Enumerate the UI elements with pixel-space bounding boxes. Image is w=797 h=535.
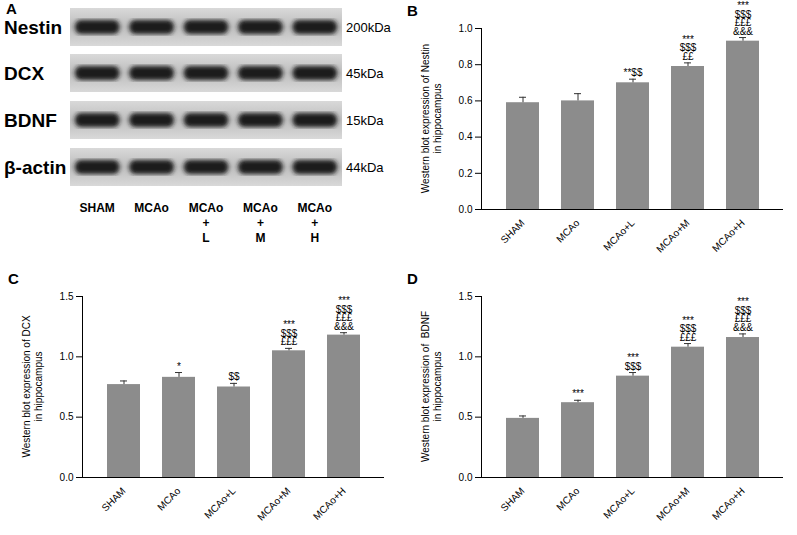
- svg-text:1.0: 1.0: [459, 351, 473, 362]
- svg-text:200kDa: 200kDa: [346, 20, 392, 35]
- svg-text:0.4: 0.4: [459, 131, 473, 142]
- svg-text:$$: $$: [228, 371, 240, 382]
- svg-text:0.5: 0.5: [459, 411, 473, 422]
- svg-text:SHAM: SHAM: [498, 217, 526, 245]
- svg-text:1.0: 1.0: [459, 23, 473, 34]
- svg-text:MCAo+M: MCAo+M: [243, 201, 278, 245]
- svg-text:A: A: [6, 0, 17, 17]
- svg-text:DCX: DCX: [4, 63, 44, 84]
- svg-text:1.5: 1.5: [459, 291, 473, 302]
- svg-text:MCAo+M: MCAo+M: [255, 485, 292, 522]
- svg-text:***$$$££: ***$$$££: [680, 34, 697, 62]
- svg-text:44kDa: 44kDa: [346, 160, 384, 175]
- svg-text:***$$$£££: ***$$$£££: [680, 315, 697, 343]
- svg-text:BDNF: BDNF: [4, 110, 57, 131]
- svg-text:Western blot expression of Nes: Western blot expression of Nestinin hipp…: [420, 44, 443, 193]
- svg-text:SHAM: SHAM: [498, 485, 526, 513]
- svg-text:Nestin: Nestin: [4, 17, 62, 38]
- svg-text:0.6: 0.6: [459, 95, 473, 106]
- svg-text:***$$$£££&&&: ***$$$£££&&&: [334, 295, 354, 332]
- html-text:C: C: [8, 270, 19, 287]
- html-text:D: D: [407, 270, 418, 287]
- svg-text:15kDa: 15kDa: [346, 113, 384, 128]
- svg-text:MCAo+H: MCAo+H: [297, 201, 332, 245]
- svg-text:1.5: 1.5: [60, 291, 74, 302]
- svg-text:0.0: 0.0: [459, 204, 473, 215]
- html-text:B: B: [407, 2, 418, 19]
- svg-text:MCAo+L: MCAo+L: [601, 485, 637, 521]
- svg-text:SHAM: SHAM: [80, 201, 115, 215]
- svg-text:0.8: 0.8: [459, 59, 473, 70]
- svg-text:***$$$£££&&&: ***$$$£££&&&: [733, 296, 753, 333]
- svg-text:Western blot expression of DCX: Western blot expression of DCXin hippoca…: [21, 315, 44, 457]
- svg-text:MCAo+H: MCAo+H: [710, 217, 747, 254]
- svg-text:***$$$: ***$$$: [625, 352, 642, 372]
- svg-text:45kDa: 45kDa: [346, 66, 384, 81]
- svg-text:MCAo: MCAo: [134, 201, 169, 215]
- svg-text:MCAo+L: MCAo+L: [601, 217, 637, 253]
- svg-text:Western blot expression of BD: Western blot expression of BDNFin hippoc…: [420, 311, 443, 462]
- svg-text:MCAo: MCAo: [554, 485, 582, 513]
- svg-text:0.2: 0.2: [459, 168, 473, 179]
- svg-text:***$$$£££&&&: ***$$$£££&&&: [733, 0, 753, 37]
- svg-text:SHAM: SHAM: [99, 485, 127, 513]
- svg-text:***$$$£££: ***$$$£££: [281, 319, 298, 347]
- svg-text:*: *: [177, 361, 181, 372]
- svg-text:MCAo+H: MCAo+H: [710, 485, 747, 522]
- svg-text:MCAo+L: MCAo+L: [189, 201, 224, 245]
- svg-text:MCAo+M: MCAo+M: [654, 485, 691, 522]
- svg-text:**$$: **$$: [624, 67, 643, 78]
- svg-text:MCAo: MCAo: [155, 485, 183, 513]
- svg-text:β-actin: β-actin: [4, 157, 66, 178]
- svg-text:0.0: 0.0: [60, 472, 74, 483]
- svg-text:MCAo+M: MCAo+M: [654, 217, 691, 254]
- svg-text:1.0: 1.0: [60, 351, 74, 362]
- svg-text:MCAo+H: MCAo+H: [311, 485, 348, 522]
- svg-text:***: ***: [572, 388, 584, 399]
- svg-text:0.5: 0.5: [60, 411, 74, 422]
- svg-text:0.0: 0.0: [459, 472, 473, 483]
- svg-text:MCAo+L: MCAo+L: [202, 485, 238, 521]
- svg-text:MCAo: MCAo: [554, 217, 582, 245]
